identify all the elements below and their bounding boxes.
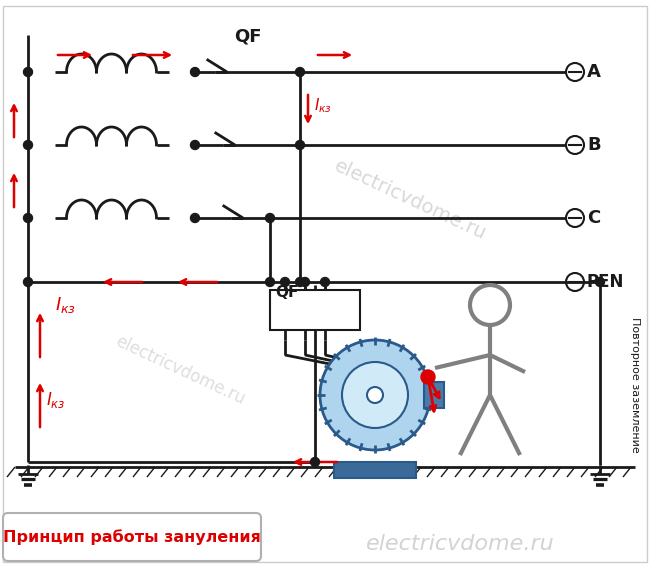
Circle shape [342,362,408,428]
Circle shape [421,370,435,384]
Circle shape [190,214,200,223]
Circle shape [265,277,274,287]
Text: QF: QF [234,28,262,46]
Circle shape [23,277,32,287]
Circle shape [300,277,309,287]
Circle shape [367,387,383,403]
FancyBboxPatch shape [335,365,415,415]
Text: Принцип работы зануления: Принцип работы зануления [3,529,261,545]
Text: B: B [587,136,601,154]
Text: $\mathit{I}_{кз}$: $\mathit{I}_{кз}$ [314,96,332,114]
Circle shape [296,277,304,287]
FancyBboxPatch shape [3,6,647,562]
Text: Повторное заземление: Повторное заземление [630,317,640,453]
Text: C: C [587,209,600,227]
Circle shape [23,214,32,223]
Circle shape [320,340,430,450]
Text: A: A [587,63,601,81]
Text: electricvdome.ru: electricvdome.ru [365,534,554,554]
FancyBboxPatch shape [270,290,360,330]
Circle shape [265,214,274,223]
Text: electricvdome.ru: electricvdome.ru [112,332,248,408]
Text: QF: QF [275,285,298,300]
Text: electricvdome.ru: electricvdome.ru [331,156,489,244]
Circle shape [320,277,330,287]
Circle shape [296,140,304,149]
Text: PEN: PEN [587,273,625,291]
Circle shape [23,140,32,149]
Text: $\mathit{I}_{кз}$: $\mathit{I}_{кз}$ [55,295,76,315]
Circle shape [190,140,200,149]
FancyBboxPatch shape [424,382,444,408]
Circle shape [190,68,200,77]
Text: $\mathit{I}_{кз}$: $\mathit{I}_{кз}$ [46,390,66,410]
Circle shape [296,68,304,77]
Circle shape [311,457,320,466]
Circle shape [23,68,32,77]
Circle shape [281,277,289,287]
Circle shape [595,277,604,287]
FancyBboxPatch shape [334,462,416,478]
FancyBboxPatch shape [3,513,261,561]
